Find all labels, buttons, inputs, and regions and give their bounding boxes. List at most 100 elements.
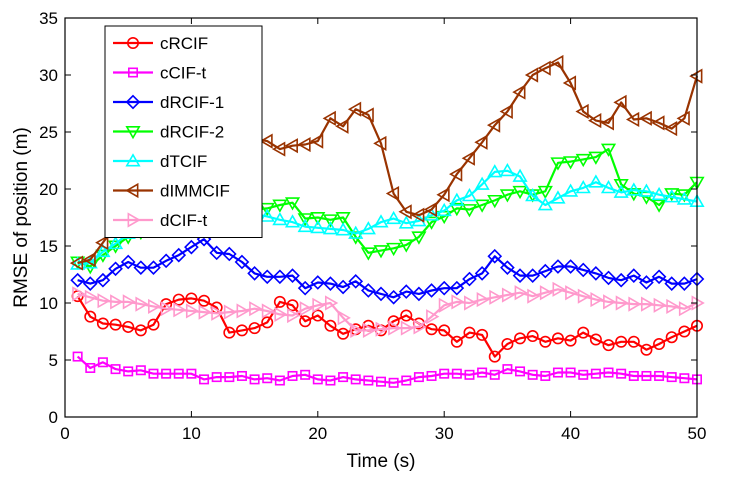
data-point [527,288,541,304]
data-point [514,285,528,301]
data-point [615,335,628,348]
data-point [550,157,566,171]
data-point [676,191,692,205]
data-point [286,299,299,312]
data-point [474,176,490,190]
data-point [309,133,324,149]
data-point [689,68,703,84]
data-point [259,269,275,285]
data-point [676,189,692,203]
data-point [161,368,172,379]
data-point [640,343,653,356]
data-point [550,54,564,71]
data-point [198,294,211,307]
data-point [628,370,639,381]
data-point [603,367,614,378]
data-point [426,370,437,381]
data-point [97,293,111,309]
data-point [461,150,475,166]
data-point [312,297,326,313]
y-axis-ticks: 0 5 10 15 20 25 30 35 [39,9,697,427]
data-point [272,211,288,226]
data-point [628,296,642,312]
data-point [299,301,313,317]
data-point [400,309,413,322]
legend-item: dTCIF [113,152,207,171]
legend-label: dRCIF-2 [160,123,224,142]
x-tick-label: 40 [561,424,580,443]
data-point [512,84,526,100]
data-point [160,301,174,317]
data-point [360,247,376,261]
data-point [413,319,427,335]
data-point [449,202,465,217]
data-point [386,242,402,257]
data-point [110,294,124,310]
data-point [147,318,160,331]
data-point [123,366,134,377]
y-axis-title: RMSE of position (m) [11,127,32,308]
data-point [514,332,527,345]
data-point [676,110,690,126]
data-point [563,259,578,274]
data-point [677,276,692,291]
data-point [375,321,389,337]
data-point [515,366,526,377]
data-point [311,309,324,322]
data-point [373,245,389,259]
x-tick-label: 50 [688,424,707,443]
data-point [350,374,361,385]
data-point [310,219,326,234]
data-point [590,368,601,379]
data-point [388,377,399,388]
data-point [247,266,262,281]
data-point [171,247,187,263]
data-point [249,301,263,317]
data-point [199,374,210,385]
legend-item: dRCIF-1 [113,93,224,112]
data-point [223,304,238,320]
data-point [575,180,591,194]
data-point [438,324,451,337]
data-point [486,117,501,133]
data-point [373,214,389,228]
data-point [411,286,427,302]
data-point [338,372,349,383]
data-point [122,294,137,310]
data-point [651,199,667,213]
legend-label: cRCIF [160,34,208,53]
data-point [474,134,488,150]
x-axis-ticks: 0 10 20 30 40 50 [60,18,706,443]
data-point [526,330,539,343]
data-point [639,275,654,290]
data-point [654,370,665,381]
data-point [565,285,579,301]
data-point [146,260,161,275]
data-point [122,320,135,333]
data-point [135,365,146,376]
data-point [578,369,589,380]
data-point [464,369,475,380]
data-point [172,293,185,306]
x-tick-label: 30 [435,424,454,443]
legend-label: cCIF-t [160,64,207,83]
data-point [120,254,136,270]
data-point [375,376,386,387]
data-point [413,372,424,383]
data-point [95,243,111,258]
data-point [236,370,247,381]
data-point [552,367,563,378]
data-point [82,276,98,291]
y-tick-label: 20 [39,180,58,199]
data-point [424,283,439,298]
data-point [97,357,108,368]
data-point [540,370,551,381]
data-point [70,272,85,288]
data-point [347,101,362,117]
data-point [248,322,261,335]
data-point [236,303,250,319]
data-point [273,295,286,308]
data-point [211,372,222,383]
data-point [285,268,300,283]
data-point [373,135,387,151]
